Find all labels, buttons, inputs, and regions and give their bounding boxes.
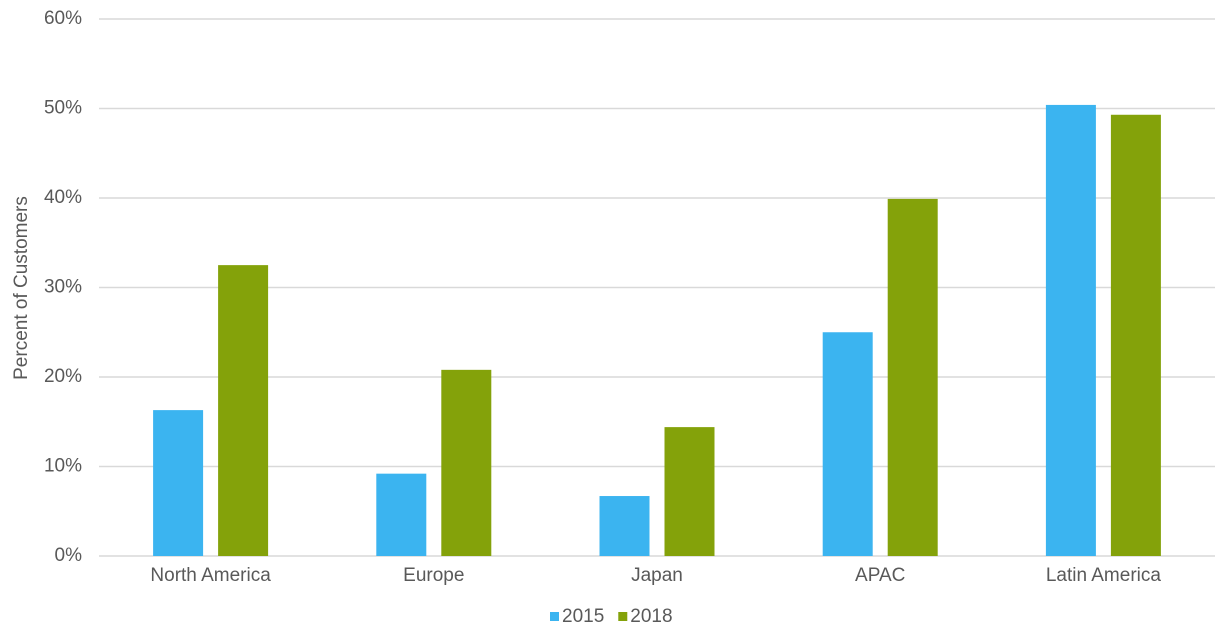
- x-tick-label: North America: [150, 565, 271, 586]
- legend-swatch: [550, 612, 559, 621]
- legend-swatch: [618, 612, 628, 621]
- y-tick-label: 40%: [44, 187, 82, 208]
- bar: [376, 473, 427, 556]
- x-tick-label: APAC: [855, 565, 905, 586]
- y-tick-label: 60%: [44, 8, 82, 29]
- bar: [599, 496, 650, 556]
- y-axis-label: Percent of Customers: [11, 196, 32, 380]
- bar: [441, 369, 492, 556]
- x-tick-label: Europe: [403, 565, 464, 586]
- bar: [153, 410, 204, 556]
- x-tick-label: Japan: [631, 565, 683, 586]
- bar: [1110, 114, 1161, 556]
- y-tick-label: 10%: [44, 456, 82, 477]
- bar: [664, 427, 715, 556]
- bar: [1045, 104, 1096, 557]
- x-tick-label: Latin America: [1046, 565, 1162, 586]
- bar: [887, 198, 938, 556]
- y-tick-label: 20%: [44, 366, 82, 387]
- y-tick-label: 50%: [44, 98, 82, 119]
- y-tick-label: 30%: [44, 277, 82, 298]
- legend-label: 2015: [562, 606, 604, 627]
- bar: [218, 265, 269, 556]
- bar: [822, 332, 873, 556]
- legend-label: 2018: [630, 606, 672, 627]
- y-tick-label: 0%: [55, 545, 83, 566]
